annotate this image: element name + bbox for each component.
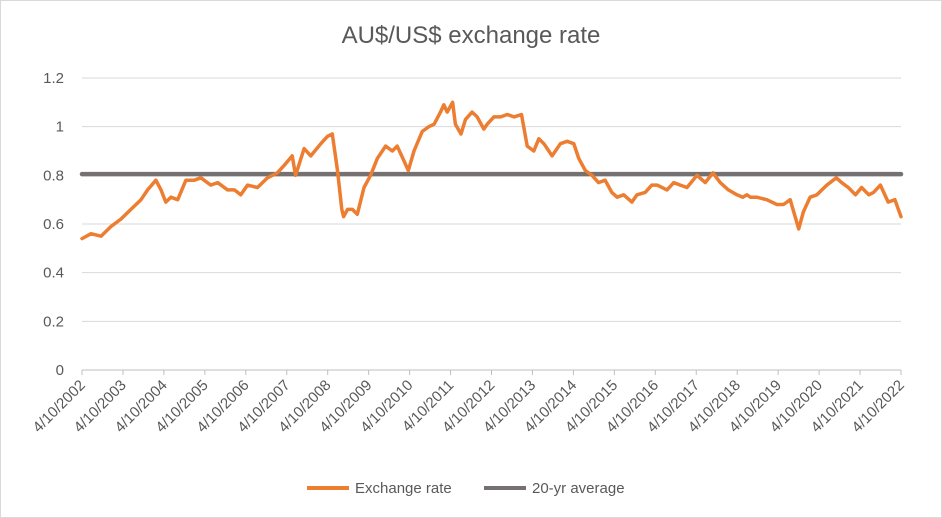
axes: 00.20.40.60.811.24/10/20024/10/20034/10/… <box>30 70 908 436</box>
legend-label-exchange-rate: Exchange rate <box>355 479 452 497</box>
y-tick-label: 0 <box>56 362 64 379</box>
y-tick-label: 0.6 <box>43 216 64 233</box>
gridlines <box>82 77 901 371</box>
legend-swatch-exchange-rate <box>307 486 349 490</box>
series-line-exchange-rate <box>80 100 903 241</box>
legend-item-20-yr-average: 20-yr average <box>484 478 625 498</box>
series-lines <box>79 100 904 241</box>
y-tick-label: 0.8 <box>43 167 64 184</box>
y-tick-label: 0.4 <box>43 265 64 282</box>
chart-title: AU$/US$ exchange rate <box>341 22 601 49</box>
y-tick-label: 1.2 <box>43 70 64 87</box>
y-tick-label: 0.2 <box>43 313 64 330</box>
y-tick-label: 1 <box>56 119 64 136</box>
legend-label-20-yr-average: 20-yr average <box>532 479 625 497</box>
legend: Exchange rate 20-yr average <box>0 478 942 498</box>
legend-swatch-20-yr-average <box>484 486 526 490</box>
legend-item-exchange-rate: Exchange rate <box>307 478 452 498</box>
